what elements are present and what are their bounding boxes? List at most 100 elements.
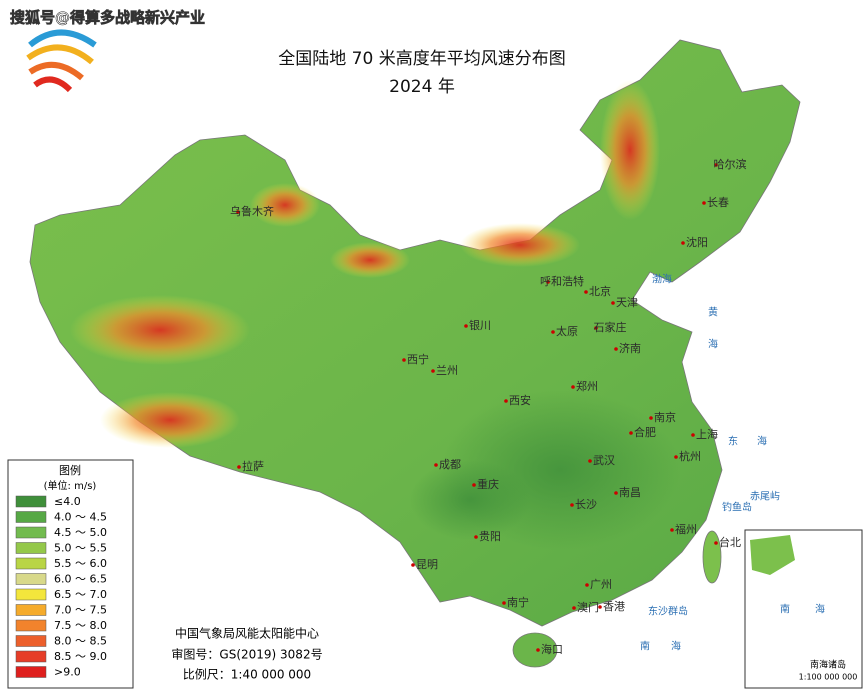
legend-label: 6.5 ～ 7.0 <box>54 588 107 601</box>
sea-label: 渤海 <box>652 273 672 286</box>
legend-label: 7.5 ～ 8.0 <box>54 619 107 632</box>
footer-org: 中国气象局风能太阳能中心 <box>175 626 319 641</box>
city-dot <box>474 535 478 539</box>
legend-unit: (单位: m/s) <box>44 479 97 492</box>
sea-label: 海 <box>757 435 767 448</box>
city-dot <box>594 326 598 330</box>
sea-label: 东 <box>728 435 738 448</box>
city-label: 郑州 <box>576 379 598 393</box>
city-dot <box>585 583 589 587</box>
sea-label: 海 <box>708 338 718 351</box>
city-label: 贵阳 <box>479 530 501 543</box>
city-dot <box>691 433 695 437</box>
city-label: 乌鲁木齐 <box>230 204 274 218</box>
city-dot <box>502 601 506 605</box>
legend-swatch <box>15 650 47 663</box>
city-dot <box>611 301 615 305</box>
city-dot <box>681 241 685 245</box>
city-dot <box>551 330 555 334</box>
city-label: 银川 <box>469 318 491 332</box>
city-label: 太原 <box>556 325 578 338</box>
wind-hotspots <box>70 80 680 550</box>
city-label: 昆明 <box>416 558 438 571</box>
legend-swatch <box>15 588 47 601</box>
city-dot <box>472 483 476 487</box>
city-label: 海口 <box>541 642 563 656</box>
city-label: 天津 <box>616 296 638 309</box>
sea-label: 钓鱼岛 <box>722 501 752 514</box>
sea-label: 海 <box>671 640 681 653</box>
city-dot <box>236 210 240 214</box>
city-label: 北京 <box>589 284 611 298</box>
city-dot <box>598 605 602 609</box>
city-dot <box>570 503 574 507</box>
city-dot <box>670 528 674 532</box>
city-dot <box>402 358 406 362</box>
city-dot <box>431 369 435 373</box>
legend-swatch <box>15 666 47 678</box>
logo <box>26 29 97 93</box>
legend-swatch <box>15 573 47 585</box>
city-dot <box>702 201 706 205</box>
city-dot <box>588 459 592 463</box>
city-dot <box>629 431 633 435</box>
legend-swatch <box>15 557 47 570</box>
footer-approval: 审图号：GS(2019) 3082号 <box>171 647 322 662</box>
city-dot <box>571 385 575 389</box>
inset-sea: 海 <box>815 603 825 616</box>
city-label: 西安 <box>509 393 531 407</box>
city-dot <box>614 347 618 351</box>
legend-label: 4.5 ～ 5.0 <box>54 526 107 539</box>
city-label: 南昌 <box>619 486 641 499</box>
legend-swatch <box>15 604 47 616</box>
city-dot <box>649 416 653 420</box>
legend-swatch <box>15 495 47 508</box>
city-dot <box>237 465 241 469</box>
hainan <box>512 632 558 668</box>
city-label: 长沙 <box>575 498 597 511</box>
city-label: 台北 <box>719 535 741 549</box>
legend-label: 6.0 ～ 6.5 <box>54 573 107 586</box>
city-label: 兰州 <box>436 364 458 377</box>
legend-label: 7.0 ～ 7.5 <box>54 604 107 617</box>
legend-swatch <box>15 542 47 554</box>
city-label: 济南 <box>619 341 641 355</box>
city-label: 拉萨 <box>242 459 264 473</box>
city-label: 香港 <box>603 600 625 613</box>
city-dot <box>504 399 508 403</box>
inset-scale: 1:100 000 000 <box>799 673 858 682</box>
city-dot <box>714 163 718 167</box>
city-label: 武汉 <box>593 454 615 467</box>
legend-label: >9.0 <box>54 666 81 679</box>
legend-title: 图例 <box>59 463 81 477</box>
city-dot <box>614 491 618 495</box>
city-label: 呼和浩特 <box>540 274 584 288</box>
city-label: 广州 <box>590 578 612 591</box>
city-dot <box>464 324 468 328</box>
legend-label: ≤4.0 <box>54 495 81 508</box>
sea-label: 赤尾屿 <box>750 491 780 503</box>
sea-label: 东沙群岛 <box>648 605 688 618</box>
city-label: 南京 <box>654 410 676 424</box>
city-label: 石家庄 <box>594 320 627 334</box>
inset-land <box>750 535 795 575</box>
city-label: 福州 <box>675 522 697 536</box>
city-label: 南宁 <box>507 595 529 609</box>
sea-label: 南 <box>640 640 650 653</box>
city-label: 长春 <box>707 196 729 209</box>
city-label: 上海 <box>696 427 718 441</box>
legend-label: 8.5 ～ 9.0 <box>54 650 107 663</box>
city-dot <box>674 455 678 459</box>
city-dot <box>434 463 438 467</box>
footer-scale: 比例尺：1:40 000 000 <box>183 668 311 682</box>
city-label: 西宁 <box>407 352 429 366</box>
inset-sea: 南 <box>780 603 790 616</box>
legend-swatch <box>15 619 47 632</box>
city-dot <box>546 280 550 284</box>
legend-swatch <box>15 635 47 647</box>
legend-label: 5.5 ～ 6.0 <box>54 557 107 570</box>
city-dot <box>584 290 588 294</box>
legend-label: 5.0 ～ 5.5 <box>54 542 107 555</box>
city-label: 哈尔滨 <box>714 157 747 171</box>
